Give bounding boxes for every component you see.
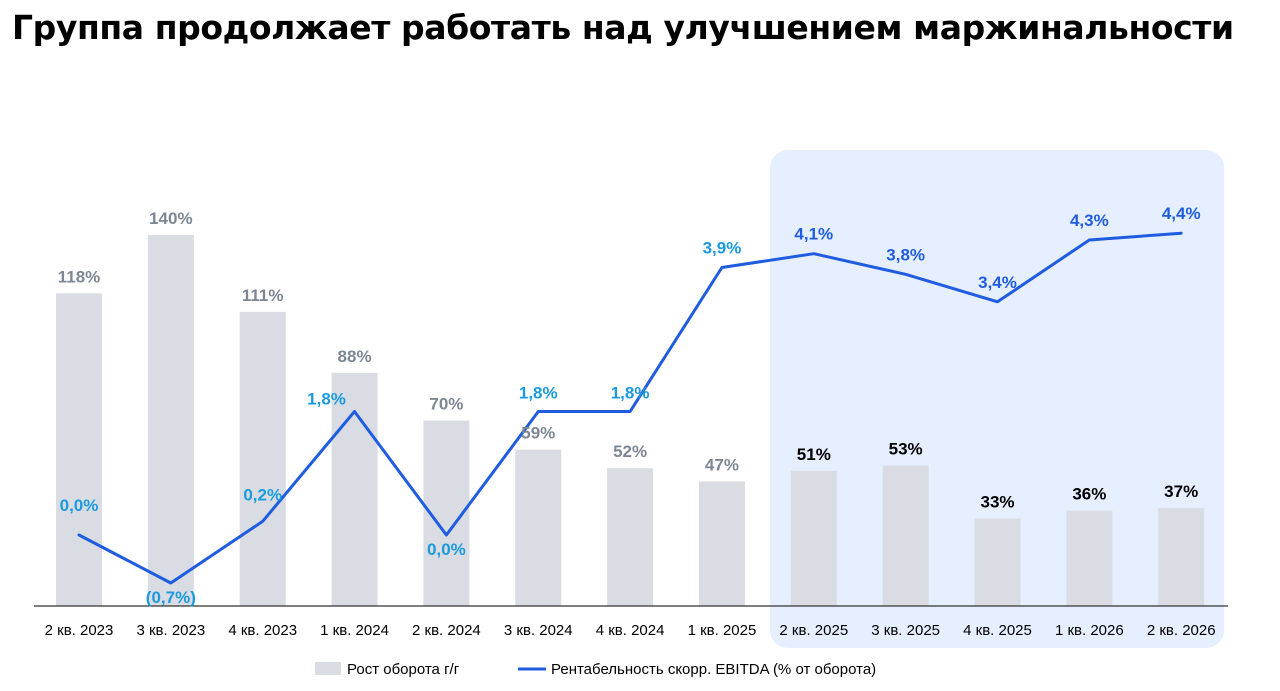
bar-data-label: 37% xyxy=(1164,482,1198,501)
line-data-label: 1,8% xyxy=(519,384,558,403)
line-data-label: 1,8% xyxy=(611,384,650,403)
bar-data-label: 59% xyxy=(521,424,555,443)
bar xyxy=(790,470,837,606)
bar xyxy=(515,449,562,606)
line-data-label: 0,0% xyxy=(60,496,99,515)
bar-data-label: 51% xyxy=(797,445,831,464)
legend-label-bar: Рост оборота г/г xyxy=(347,661,460,678)
x-tick-label: 2 кв. 2023 xyxy=(45,622,114,639)
x-tick-label: 2 кв. 2025 xyxy=(779,622,848,639)
bar xyxy=(56,293,102,606)
x-tick-label: 4 кв. 2023 xyxy=(228,622,297,639)
bar xyxy=(1158,507,1205,606)
x-tick-label: 4 кв. 2025 xyxy=(963,622,1032,639)
x-tick-label: 2 кв. 2026 xyxy=(1147,622,1216,639)
legend-swatch-bar xyxy=(315,662,341,675)
bar-data-label: 47% xyxy=(705,455,739,474)
x-tick-label: 1 кв. 2025 xyxy=(688,622,757,639)
bar-data-label: 118% xyxy=(58,267,101,286)
line-data-label: 4,3% xyxy=(1070,211,1109,230)
line-data-label: 4,1% xyxy=(794,225,833,244)
line-data-label: 3,8% xyxy=(886,245,925,264)
bar xyxy=(882,465,929,606)
x-tick-label: 4 кв. 2024 xyxy=(596,622,665,639)
line-data-label: 3,9% xyxy=(703,238,742,257)
line-data-label: 0,0% xyxy=(427,540,466,559)
ebitda-margin-line xyxy=(77,231,1183,585)
bar-data-label: 111% xyxy=(242,286,284,305)
legend-label-line: Рентабельность скорр. EBITDA (% от оборо… xyxy=(551,661,876,678)
x-tick-label: 3 кв. 2023 xyxy=(136,622,205,639)
line-data-label: 3,4% xyxy=(978,273,1017,292)
bar xyxy=(147,235,194,606)
x-tick-label: 3 кв. 2024 xyxy=(504,622,573,639)
chart-title: Группа продолжает работать над улучшение… xyxy=(12,8,1234,47)
bar-data-label: 52% xyxy=(613,442,647,461)
bar xyxy=(698,481,745,606)
bar-data-label: 140% xyxy=(149,209,192,228)
bar xyxy=(239,311,286,606)
bar xyxy=(974,518,1021,606)
x-tick-label: 2 кв. 2024 xyxy=(412,622,481,639)
bar-data-label: 88% xyxy=(338,347,372,366)
line-data-label: 0,2% xyxy=(243,485,282,504)
x-tick-label: 3 кв. 2025 xyxy=(871,622,940,639)
bar-data-label: 33% xyxy=(980,493,1014,512)
bar xyxy=(607,468,654,606)
line-data-label: 1,8% xyxy=(307,390,346,409)
bar-data-label: 53% xyxy=(889,440,923,459)
line-data-label: 4,4% xyxy=(1162,204,1201,223)
bar xyxy=(1066,510,1113,606)
bar-data-label: 36% xyxy=(1072,485,1106,504)
x-tick-label: 1 кв. 2026 xyxy=(1055,622,1124,639)
line-data-label: (0,7%) xyxy=(146,588,196,607)
x-tick-label: 1 кв. 2024 xyxy=(320,622,389,639)
bar-data-label: 70% xyxy=(429,395,463,414)
